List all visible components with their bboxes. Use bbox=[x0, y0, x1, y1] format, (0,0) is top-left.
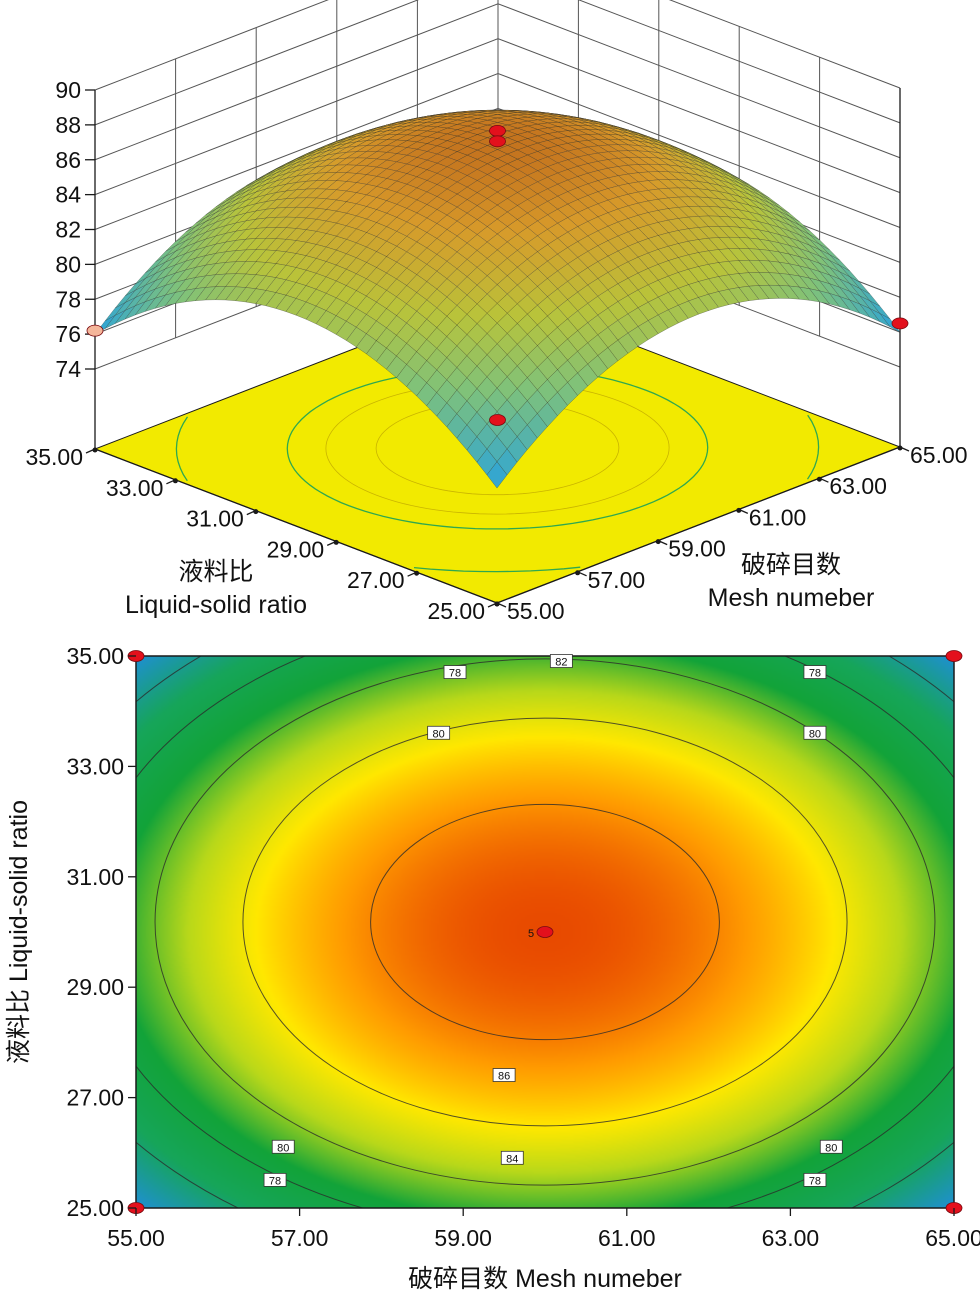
design-point-3d bbox=[490, 136, 506, 147]
contour-y-tick-label: 25.00 bbox=[66, 1195, 124, 1221]
design-point-3d-floor bbox=[490, 415, 506, 426]
contour-label-text: 78 bbox=[809, 1175, 821, 1187]
design-point-3d bbox=[490, 125, 506, 136]
mesh-axis-tick-label: 55.00 bbox=[507, 598, 565, 624]
surface-x-title-en: Mesh numeber bbox=[708, 584, 875, 612]
mesh-axis-tick-label: 65.00 bbox=[910, 442, 968, 468]
contour-label-text: 78 bbox=[449, 668, 461, 680]
contour-y-tick-label: 35.00 bbox=[66, 643, 124, 669]
mesh-axis-tick-label: 59.00 bbox=[668, 536, 726, 562]
contour-x-tick-label: 57.00 bbox=[271, 1225, 329, 1251]
ratio-axis-tick-dot bbox=[253, 509, 258, 514]
contour-y-title: 液料比 Liquid-solid ratio bbox=[5, 800, 33, 1064]
design-point-2d bbox=[537, 927, 553, 938]
surface-3d-panel: 74 76 78 80 82 84 86 88 90 25.00 27.00 29.00 31.00 33… bbox=[25, 0, 967, 624]
contour-y-tick-label: 33.00 bbox=[66, 753, 124, 779]
ratio-axis-tick-dot bbox=[414, 571, 419, 576]
contour-label-text: 78 bbox=[809, 668, 821, 680]
mesh-axis-tick-dot bbox=[817, 477, 822, 482]
contour-y-tick-label: 29.00 bbox=[66, 974, 124, 1000]
contour-label-text: 84 bbox=[506, 1153, 518, 1165]
ratio-axis-tick-label: 25.00 bbox=[427, 598, 485, 624]
design-point-2d bbox=[946, 651, 962, 662]
ratio-axis-tick-dot bbox=[173, 478, 178, 483]
design-point-3d bbox=[892, 318, 908, 329]
surface-y-title-cn: 液料比 bbox=[178, 558, 253, 586]
mesh-axis-tick-dot bbox=[575, 570, 580, 575]
z-axis-tick-label: 78 bbox=[55, 286, 81, 312]
contour-x-tick-label: 59.00 bbox=[434, 1225, 492, 1251]
design-point-3d bbox=[87, 325, 103, 336]
contour-x-title: 破碎目数 Mesh numeber bbox=[408, 1265, 682, 1292]
z-axis-tick-label: 80 bbox=[55, 251, 81, 277]
contour-y-tick-label: 27.00 bbox=[66, 1085, 124, 1111]
center-point-count-label: 5 bbox=[528, 928, 534, 940]
ratio-axis-tick-label: 33.00 bbox=[106, 475, 164, 501]
z-axis-tick-label: 76 bbox=[55, 321, 81, 347]
mesh-axis-tick-label: 57.00 bbox=[588, 567, 646, 593]
contour-x-tick-label: 55.00 bbox=[107, 1225, 165, 1251]
ratio-axis-tick-label: 31.00 bbox=[186, 506, 244, 532]
z-axis-tick-label: 74 bbox=[55, 356, 81, 382]
contour-label-text: 86 bbox=[498, 1071, 510, 1083]
z-axis-tick-label: 88 bbox=[55, 112, 81, 138]
contour-label-text: 82 bbox=[555, 657, 567, 669]
ratio-axis-tick-dot bbox=[334, 540, 339, 545]
contour-2d-panel: 78 78 78 78 80 80 80 80 82 84 86 5 55.00 57.00 59.00 6… bbox=[5, 569, 980, 1292]
mesh-axis-tick-dot bbox=[898, 446, 903, 451]
contour-x-tick-label: 65.00 bbox=[925, 1225, 980, 1251]
contour-label-text: 78 bbox=[269, 1175, 281, 1187]
ratio-axis-tick-dot bbox=[93, 448, 98, 453]
z-axis-tick-label: 82 bbox=[55, 217, 81, 243]
ratio-axis-tick-label: 29.00 bbox=[267, 536, 325, 562]
z-axis-tick-label: 86 bbox=[55, 147, 81, 173]
contour-x-tick-label: 63.00 bbox=[762, 1225, 820, 1251]
contour-label-text: 80 bbox=[277, 1142, 289, 1154]
z-axis-tick-label: 90 bbox=[55, 77, 81, 103]
surface-y-title-en: Liquid-solid ratio bbox=[125, 591, 307, 619]
z-axis-tick-label: 84 bbox=[55, 182, 81, 208]
mesh-axis-tick-dot bbox=[495, 602, 500, 607]
mesh-axis-tick-label: 61.00 bbox=[749, 504, 807, 530]
mesh-axis-tick-dot bbox=[736, 508, 741, 513]
ratio-axis-tick-label: 27.00 bbox=[347, 567, 405, 593]
mesh-axis-tick-dot bbox=[656, 539, 661, 544]
contour-x-tick-label: 61.00 bbox=[598, 1225, 656, 1251]
contour-label-text: 80 bbox=[825, 1142, 837, 1154]
contour-y-tick-label: 31.00 bbox=[66, 864, 124, 890]
ratio-axis-tick-label: 35.00 bbox=[25, 444, 83, 470]
surface-x-title-cn: 破碎目数 bbox=[741, 551, 841, 579]
contour-label-text: 80 bbox=[809, 728, 821, 740]
mesh-axis-tick-label: 63.00 bbox=[829, 473, 887, 499]
contour-label-text: 80 bbox=[433, 728, 445, 740]
